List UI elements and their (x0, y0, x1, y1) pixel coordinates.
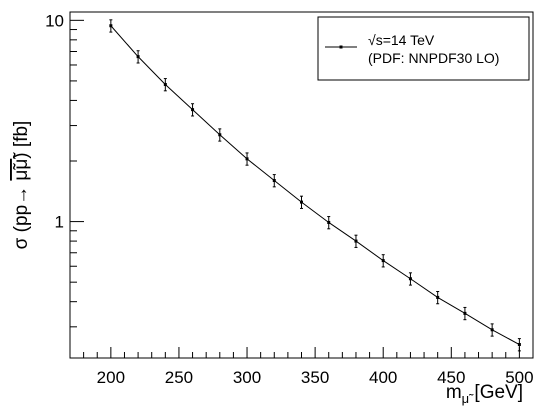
data-point (436, 295, 440, 299)
data-point (490, 328, 494, 332)
data-point (109, 24, 113, 28)
y-axis-label-suffix: ) [fb] (11, 121, 32, 159)
legend-energy-value: s=14 TeV (376, 32, 435, 48)
data-point (245, 157, 249, 161)
data-point (136, 55, 140, 59)
y-axis-label-prefix: σ (pp→ (11, 181, 32, 250)
data-point (163, 82, 167, 86)
y-tick-label: 10 (45, 11, 64, 30)
legend-energy: √s=14 TeV (368, 32, 435, 48)
data-point (191, 108, 195, 112)
x-axis-label-main: m (446, 382, 462, 403)
data-point (327, 220, 331, 224)
x-tick-label: 500 (505, 368, 533, 387)
data-point (300, 200, 303, 204)
legend-pdf: (PDF: NNPDF30 LO) (368, 50, 499, 66)
data-point (517, 343, 521, 347)
legend-marker (339, 45, 343, 49)
y-axis-label: σ (pp→ μ̃μ̃) [fb] (11, 121, 32, 250)
data-point (218, 133, 222, 137)
data-point (354, 239, 358, 243)
series-line (110, 25, 520, 345)
data-series (109, 19, 521, 352)
x-axis-ticks: 200 250 300 350 400 450 500 (69, 347, 534, 387)
y-axis-ticks: 10 1 (45, 11, 84, 328)
y-axis-label-particles: μ̃μ̃ (11, 152, 32, 181)
x-tick-label: 450 (437, 368, 465, 387)
x-axis-label: mμ̃ [GeV] (446, 382, 523, 406)
data-point (381, 259, 385, 263)
x-tick-label: 300 (233, 368, 261, 387)
x-tick-label: 400 (369, 368, 397, 387)
data-point (463, 311, 467, 315)
x-tick-label: 250 (165, 368, 193, 387)
x-tick-label: 350 (301, 368, 329, 387)
data-point (408, 277, 412, 281)
x-axis-label-unit: [GeV] (469, 382, 523, 403)
legend-sqrt-symbol: √ (368, 32, 376, 48)
y-tick-label: 1 (55, 213, 64, 232)
legend-box (317, 16, 530, 81)
data-point (272, 179, 276, 183)
x-tick-label: 200 (97, 368, 125, 387)
legend: √s=14 TeV (PDF: NNPDF30 LO) (317, 16, 530, 81)
